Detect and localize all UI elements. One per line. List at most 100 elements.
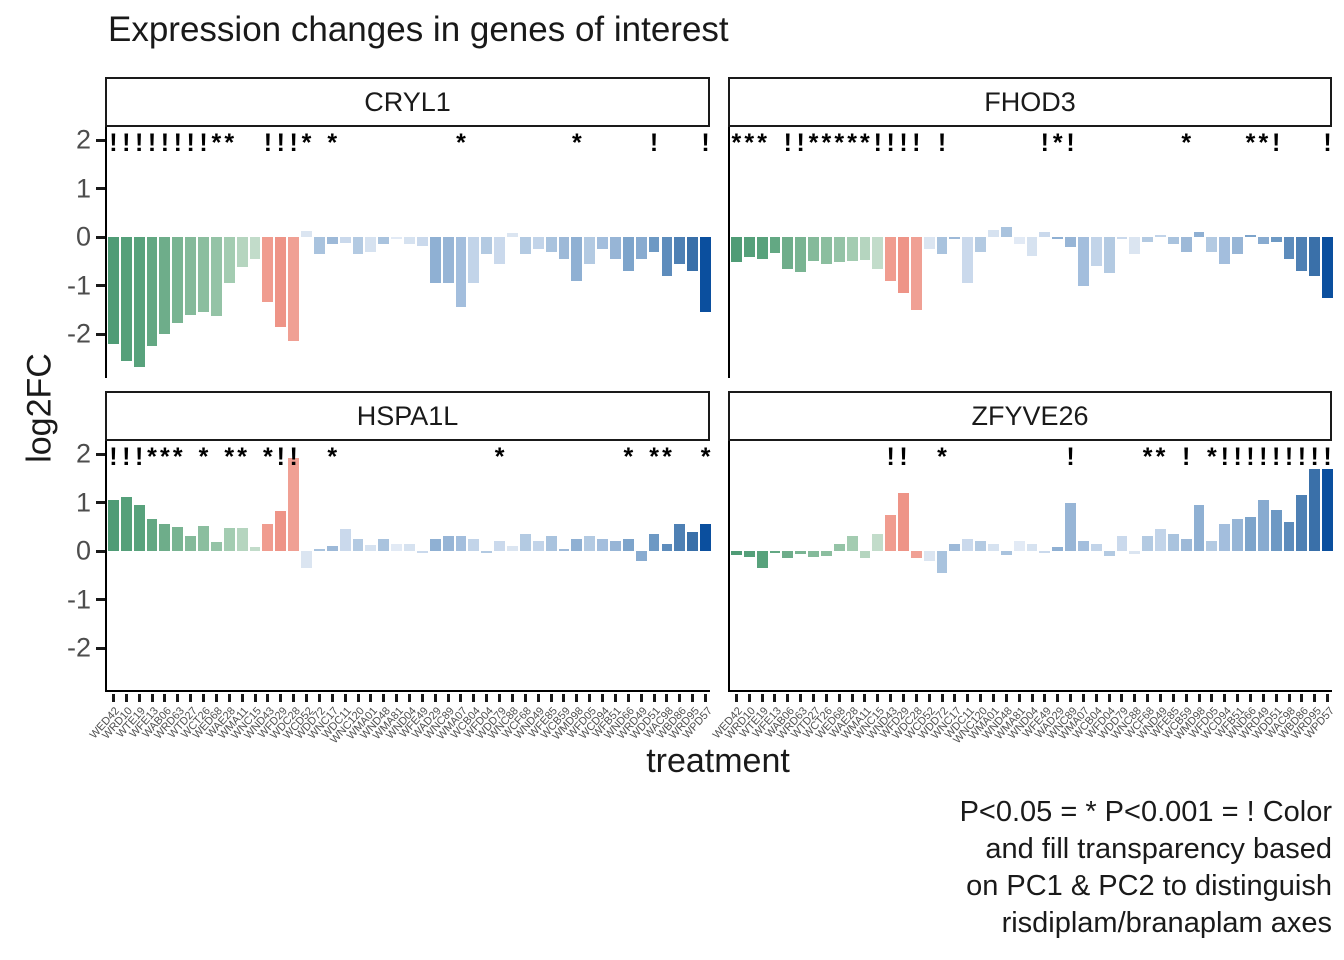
x-axis-tick [214, 694, 218, 702]
bar-CRYL1-WAD29 [429, 237, 441, 284]
sig-marker-p001: ! [783, 129, 792, 157]
y-axis-tick-label: 0 [75, 221, 91, 252]
sig-marker-p001: ! [873, 129, 882, 157]
sig-marker-p001: ! [701, 129, 710, 157]
bar-CRYL1-WTE19 [133, 237, 145, 367]
bar-CRYL1-WTD27 [185, 237, 197, 315]
y-axis-tick-label: -1 [66, 584, 91, 614]
bar-CRYL1-WRD49 [635, 237, 647, 259]
sig-marker-p001: ! [1284, 443, 1294, 471]
sig-marker-p05: * [623, 443, 634, 471]
bar-CRYL1-WNC89 [442, 237, 454, 284]
x-axis-tick [498, 694, 502, 702]
facet-panel-hspa1l: !!! * * * * * * *!! * * * * * * 2 1 0 -1 -2 WED42 WRD10 WTE19… [67, 439, 714, 747]
bar-ZFYVE26-WAC98 [1283, 521, 1295, 551]
bar-HSPA1L-WCB04 [468, 538, 480, 551]
bar-FHOD3-WDD79 [1116, 237, 1128, 240]
bar-CRYL1-WCB04 [468, 237, 480, 284]
bar-HSPA1L-WFE13 [146, 518, 158, 551]
bar-CRYL1-WED68 [210, 237, 222, 316]
x-axis-tick [382, 694, 386, 702]
bar-HSPA1L-WAB06 [159, 523, 171, 551]
bar-CRYL1-WDD79 [494, 237, 506, 264]
facet-strip-hspa1l: HSPA1L [105, 391, 710, 441]
x-axis-tick [1056, 694, 1060, 702]
sig-marker-p001: ! [899, 443, 908, 471]
bar-ZFYVE26-WRD95 [1309, 468, 1321, 551]
x-axis-tick [562, 694, 566, 702]
bar-CRYL1-WDC28 [288, 237, 300, 342]
sig-marker-p001: ! [899, 129, 908, 157]
bar-ZFYVE26-WDC11 [962, 538, 974, 551]
x-axis-tick [1043, 694, 1047, 702]
bar-ZFYVE26-WND43 [885, 514, 897, 551]
x-axis-tick [1223, 694, 1227, 702]
sig-marker-p05: * [662, 443, 672, 471]
bar-HSPA1L-WFE85 [545, 536, 557, 551]
sig-marker-p05: * [744, 129, 755, 157]
sig-marker-p05: * [263, 443, 273, 471]
x-axis-tick [343, 694, 347, 702]
sig-marker-p001: ! [886, 443, 895, 471]
y-axis-tick-label: -2 [66, 318, 91, 349]
sig-marker-p001: ! [135, 443, 144, 471]
x-axis-tick [966, 694, 970, 702]
y-axis-tick [96, 598, 105, 601]
x-axis-tick [1107, 694, 1111, 702]
y-axis-tick-label: -2 [66, 632, 91, 663]
x-axis-tick [395, 694, 399, 702]
x-axis-tick [189, 694, 193, 702]
sig-marker-p05: * [224, 443, 235, 471]
sig-marker-p05: * [237, 443, 248, 471]
bar-CRYL1-WMD98 [571, 237, 583, 281]
bar-HSPA1L-WMD98 [571, 538, 583, 551]
bar-ZFYVE26-WFD04 [1103, 551, 1115, 556]
bar-HSPA1L-WCD94 [597, 538, 608, 551]
x-axis-title: treatment [646, 742, 790, 780]
sig-marker-p001: ! [796, 129, 805, 157]
bar-FHOD3-WFE49 [1039, 232, 1051, 237]
bar-FHOD3-WAE28 [846, 237, 858, 262]
bar-HSPA1L-WDD79 [494, 541, 506, 551]
bar-CRYL1-WND43 [262, 237, 274, 303]
bar-FHOD3-WED68 [833, 237, 845, 263]
y-axis-tick-label: 2 [75, 124, 91, 155]
x-axis-tick [824, 694, 828, 702]
facet-strip-fhod3: FHOD3 [728, 77, 1332, 127]
x-axis-tick [837, 694, 841, 702]
x-axis-tick [1210, 694, 1214, 702]
bar-ZFYVE26-WNC89 [1065, 502, 1076, 551]
bar-ZFYVE26-WND48 [1000, 551, 1012, 555]
x-axis-tick [850, 694, 854, 702]
bar-FHOD3-WRD63 [795, 237, 807, 272]
sig-marker-p001: ! [1259, 443, 1268, 471]
bar-ZFYVE26-WND49 [1155, 529, 1166, 551]
x-axis-tick [876, 694, 880, 702]
x-axis-tick [979, 694, 983, 702]
bar-FHOD3-WED42 [731, 237, 742, 263]
facet-strip-cryl1: CRYL1 [105, 77, 710, 127]
bar-FHOD3-WCT26 [820, 237, 832, 264]
bar-HSPA1L-WFD04 [481, 551, 493, 554]
sig-marker-p05: * [1245, 129, 1256, 157]
sig-marker-p05: * [847, 129, 857, 157]
sig-marker-p001: ! [886, 129, 895, 157]
bar-CRYL1-WNC120 [352, 237, 364, 254]
bar-CRYL1-WND66 [622, 237, 634, 271]
sig-marker-p001: ! [1066, 129, 1075, 157]
caption-line: P<0.05 = * P<0.001 = ! Color [959, 796, 1332, 828]
x-axis-tick [901, 694, 905, 702]
y-axis-tick [96, 549, 105, 553]
x-axis-tick [639, 694, 643, 702]
x-axis-tick [202, 694, 206, 702]
y-axis-tick-label: 1 [75, 487, 91, 517]
bar-CRYL1-WNC17 [326, 237, 338, 245]
bar-FHOD3-WNC120 [975, 237, 986, 252]
sig-marker-p001: ! [1246, 443, 1255, 471]
x-axis-tick [691, 694, 695, 702]
sig-marker-p001: ! [1323, 129, 1332, 157]
bar-HSPA1L-WDD51 [648, 534, 660, 551]
y-axis-tick-label: 1 [75, 173, 91, 203]
bar-CRYL1-WMA81 [391, 237, 403, 240]
x-axis-tick [927, 694, 931, 702]
